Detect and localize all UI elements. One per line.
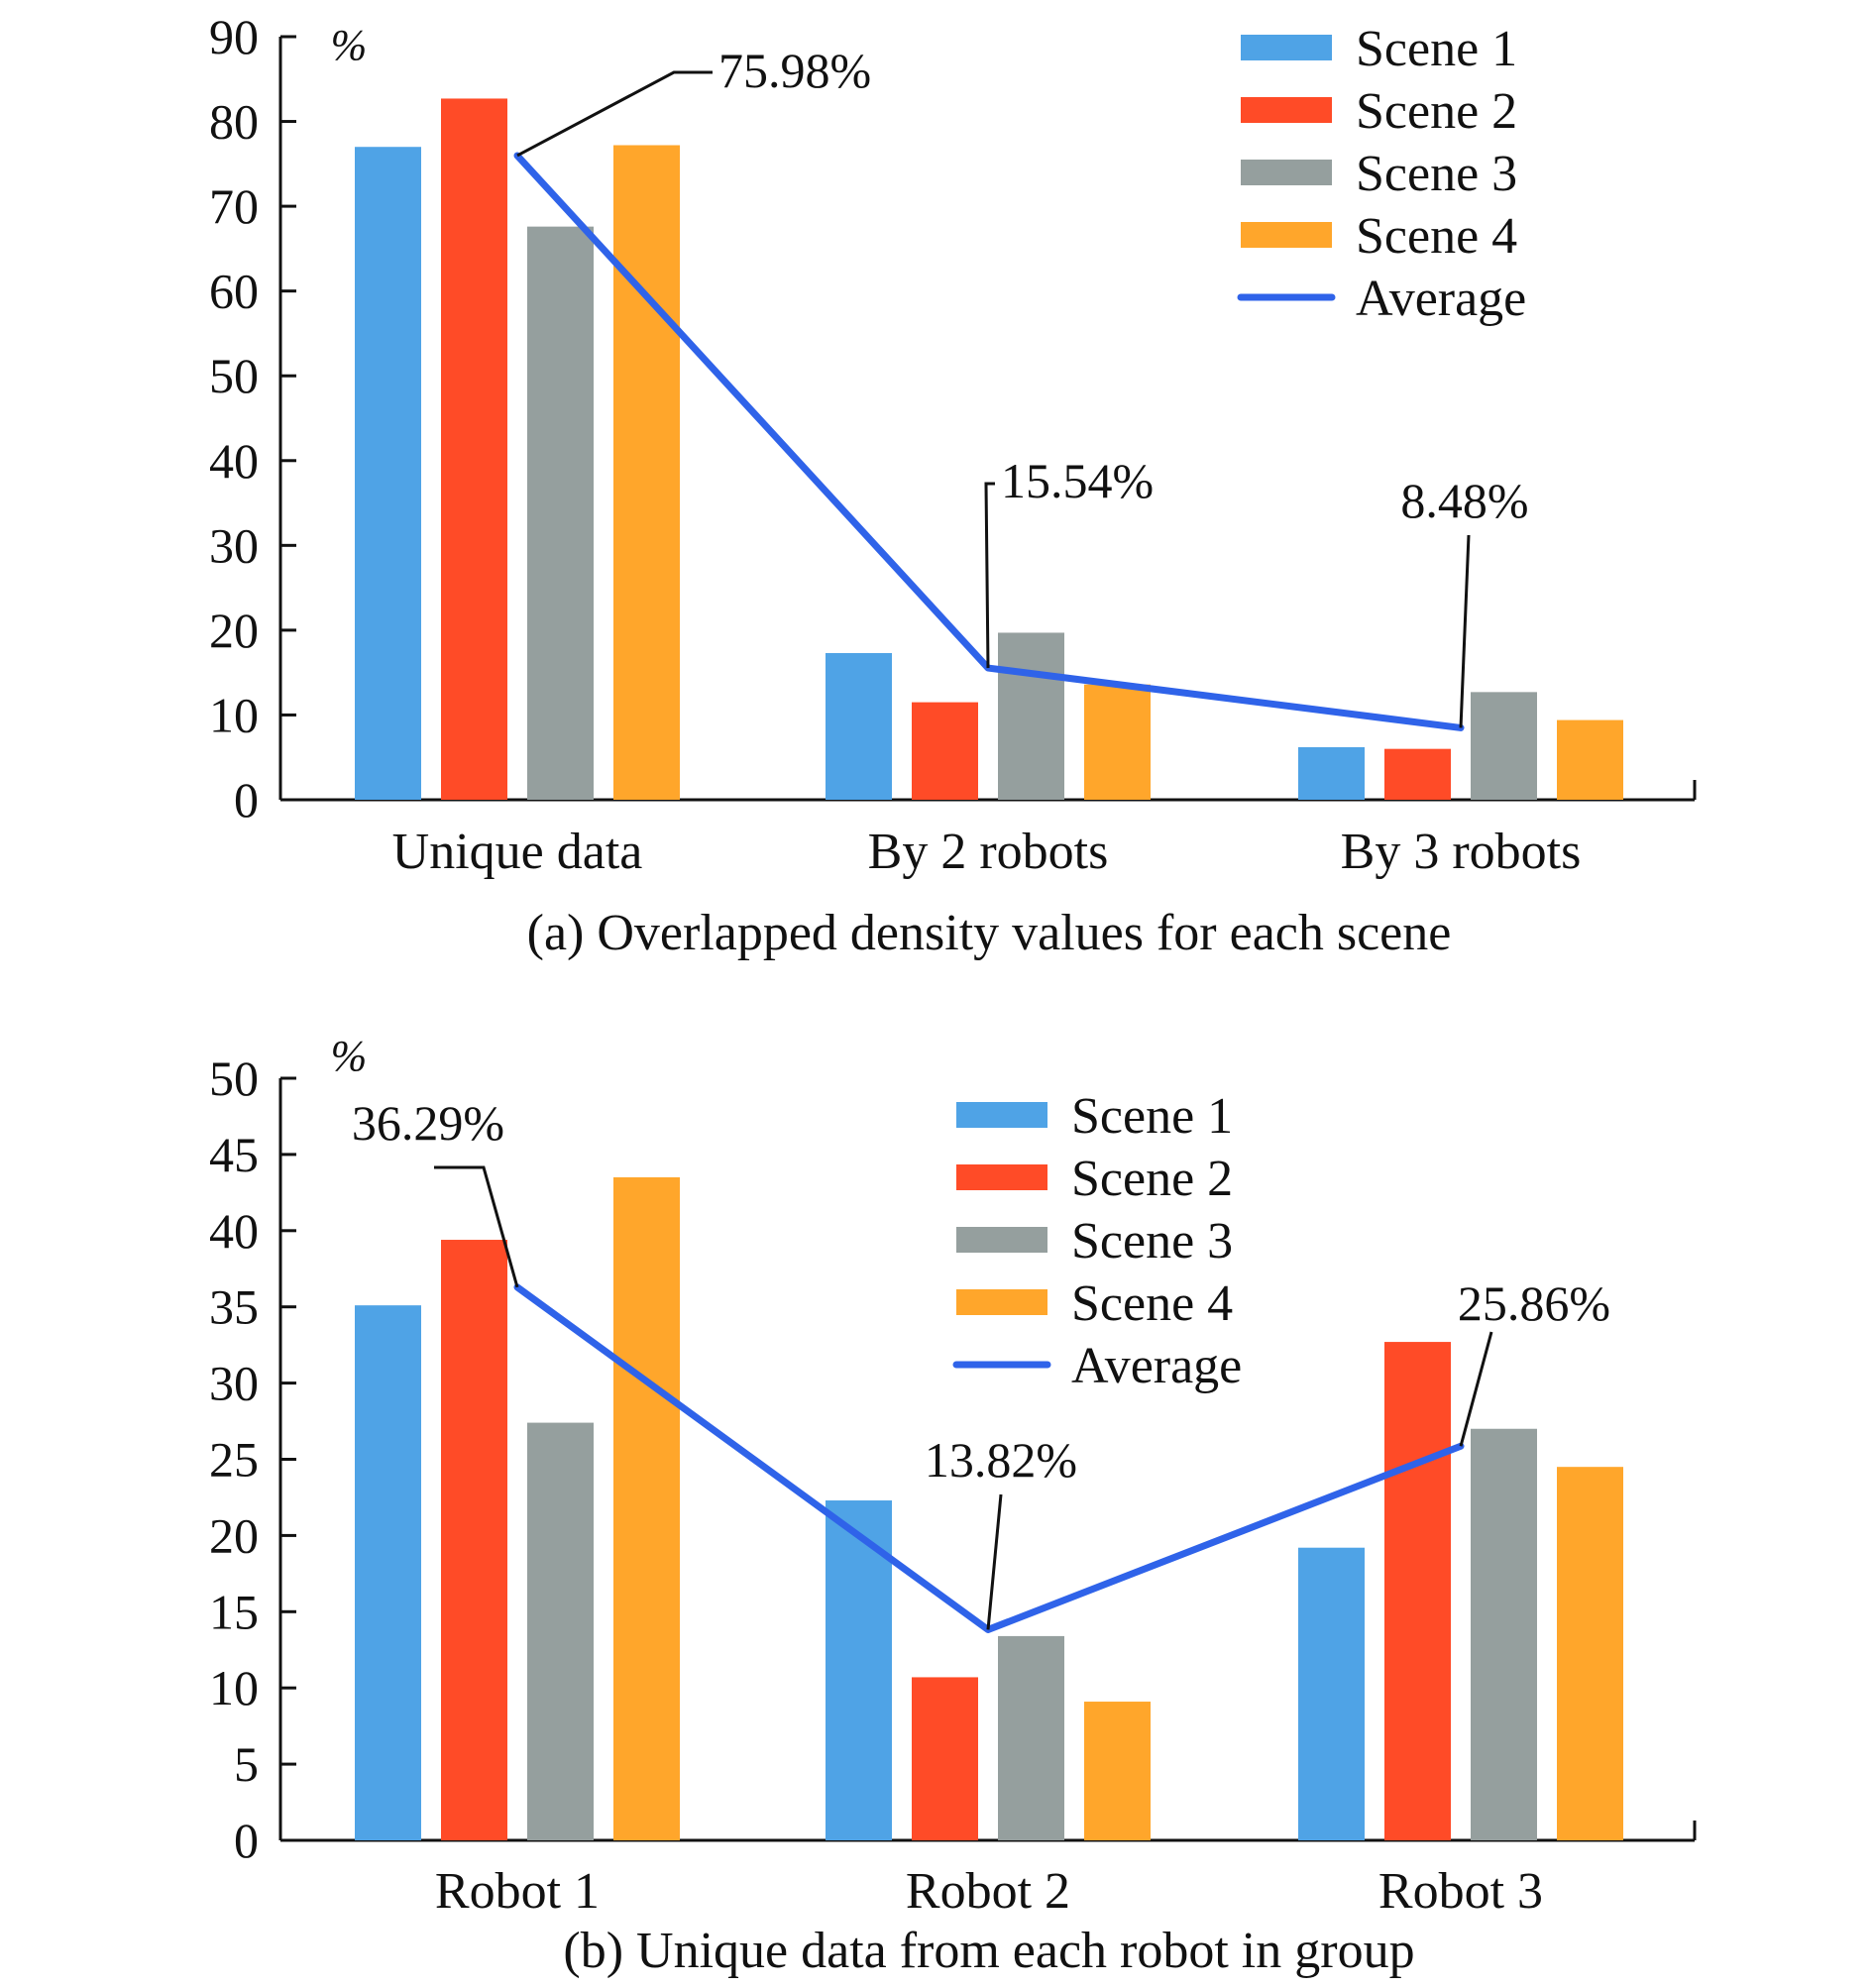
legend-label: Scene 4 (1356, 208, 1517, 265)
annotation-label: 13.82% (925, 1432, 1077, 1488)
annotation-label: 8.48% (1400, 473, 1528, 528)
bar-scene-2 (912, 1677, 978, 1840)
y-tick-label: 10 (209, 1660, 259, 1715)
bar-scene-4 (1084, 1702, 1151, 1840)
legend-label: Scene 4 (1071, 1275, 1233, 1332)
legend-label: Average (1071, 1338, 1242, 1394)
x-category-label: By 2 robots (868, 824, 1109, 880)
bar-scene-3 (998, 1635, 1064, 1840)
annotation-leader-line (516, 70, 713, 158)
x-category-label: Unique data (392, 824, 643, 880)
y-tick-label: 25 (209, 1432, 259, 1488)
y-tick-label: 50 (209, 348, 259, 403)
bar-scene-2 (441, 1240, 507, 1840)
legend-swatch (1241, 35, 1332, 60)
annotation-leader-line (1459, 1331, 1493, 1447)
y-tick-label: 0 (234, 1813, 259, 1868)
bar-scene-4 (1557, 719, 1623, 800)
chart-caption: (a) Overlapped density values for each s… (527, 905, 1452, 961)
annotation-leader-line (984, 482, 995, 669)
bar-scene-1 (826, 652, 892, 800)
chart-caption: (b) Unique data from each robot in group (563, 1923, 1414, 1979)
annotation-leader-line (1459, 534, 1471, 728)
bar-scene-3 (1471, 1428, 1537, 1840)
y-tick-label: 35 (209, 1279, 259, 1335)
y-tick-label: 45 (209, 1127, 259, 1182)
legend-label: Scene 3 (1071, 1213, 1233, 1270)
bar-scene-4 (1557, 1467, 1623, 1840)
y-tick-label: 80 (209, 94, 259, 150)
chart-panel-a: 0 10 20 30 40 50 60 70 80 90 % Unique data By 2 robo… (209, 9, 1697, 961)
bar-scene-2 (1384, 1342, 1451, 1840)
legend-swatch (956, 1227, 1047, 1253)
annotation-leader-line (434, 1165, 519, 1288)
legend-label: Scene 1 (1071, 1088, 1233, 1145)
bar-scene-2 (1384, 748, 1451, 800)
y-unit-label: % (331, 1032, 368, 1080)
legend-swatch (956, 1289, 1047, 1315)
legend-swatch (1241, 222, 1332, 248)
legend-label: Scene 2 (1071, 1151, 1233, 1207)
y-tick-label: 60 (209, 264, 259, 319)
annotation-label: 15.54% (1001, 453, 1154, 508)
annotation-label: 75.98% (718, 43, 871, 98)
y-tick-label: 10 (209, 687, 259, 742)
y-tick-label: 50 (209, 1050, 259, 1106)
x-category-label: By 3 robots (1341, 824, 1582, 880)
legend-swatch (956, 1102, 1047, 1128)
bar-scene-1 (1298, 746, 1365, 800)
y-tick-label: 70 (209, 178, 259, 234)
bar-scene-4 (613, 145, 680, 800)
y-tick-label: 30 (209, 517, 259, 573)
legend-swatch (1241, 160, 1332, 185)
legend-swatch (1241, 97, 1332, 123)
x-category-label: Robot 2 (906, 1863, 1070, 1920)
x-category-label: Robot 1 (435, 1863, 600, 1920)
annotation-label: 25.86% (1458, 1275, 1610, 1331)
bar-scene-3 (527, 226, 594, 801)
legend-swatch (956, 1164, 1047, 1190)
bar-scene-3 (1471, 692, 1537, 800)
legend-label: Average (1356, 271, 1526, 327)
bar-scene-3 (527, 1422, 594, 1840)
bar-scene-1 (1298, 1547, 1365, 1840)
bar-scene-1 (355, 147, 421, 800)
y-tick-label: 15 (209, 1584, 259, 1639)
legend-label: Scene 1 (1356, 21, 1517, 77)
annotation-label: 36.29% (352, 1095, 504, 1151)
y-tick-label: 20 (209, 1507, 259, 1563)
bar-scene-3 (998, 632, 1064, 800)
chart-panel-b: 0 5 10 15 20 25 30 35 40 45 50 % Robot 1 Robot 2 Robot… (209, 1032, 1697, 1979)
bar-scene-4 (1084, 684, 1151, 800)
bar-scene-2 (912, 702, 978, 800)
bar-scene-1 (355, 1305, 421, 1840)
bar-scene-4 (613, 1176, 680, 1840)
bar-scene-2 (441, 98, 507, 800)
legend-label: Scene 3 (1356, 146, 1517, 202)
y-tick-label: 90 (209, 9, 259, 64)
y-tick-label: 20 (209, 603, 259, 658)
y-tick-label: 40 (209, 433, 259, 489)
y-tick-label: 0 (234, 772, 259, 828)
y-tick-label: 5 (234, 1736, 259, 1792)
annotation-leader-line (986, 1493, 1003, 1630)
bar-scene-1 (826, 1500, 892, 1840)
y-tick-label: 40 (209, 1203, 259, 1259)
y-tick-label: 30 (209, 1356, 259, 1411)
legend-label: Scene 2 (1356, 83, 1517, 140)
x-category-label: Robot 3 (1378, 1863, 1543, 1920)
y-unit-label: % (331, 21, 368, 69)
